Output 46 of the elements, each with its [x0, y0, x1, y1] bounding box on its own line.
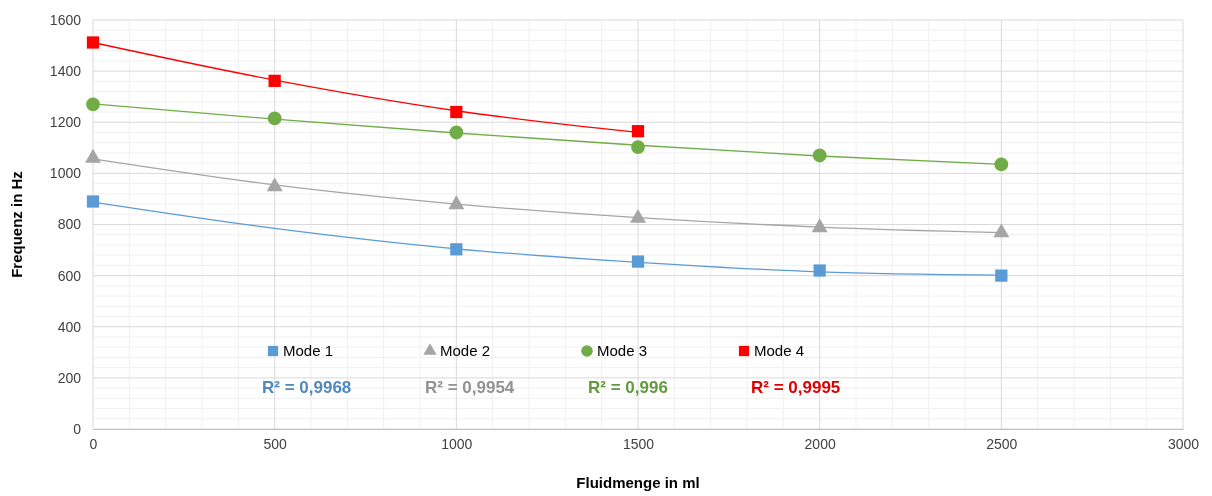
point — [266, 177, 283, 192]
point — [993, 223, 1010, 238]
y-tick-label: 1200 — [49, 114, 82, 131]
y-tick-label: 1000 — [49, 165, 82, 182]
point — [630, 208, 646, 223]
point — [631, 255, 645, 268]
point — [812, 148, 827, 163]
y-tick-label: 600 — [57, 267, 82, 284]
y-tick-label: 800 — [57, 216, 82, 233]
x-tick-label: 3000 — [1167, 435, 1200, 452]
point — [86, 195, 100, 208]
point — [631, 140, 645, 154]
y-tick-label: 1600 — [49, 11, 82, 28]
x-tick-label: 2500 — [986, 435, 1018, 452]
point — [86, 97, 100, 112]
point — [86, 36, 100, 49]
legend-label: Mode 1 — [283, 342, 334, 359]
point — [811, 218, 828, 233]
point — [631, 125, 645, 138]
annotation: R² = 0,9968 — [262, 378, 352, 397]
y-tick-label: 1400 — [49, 63, 82, 80]
x-tick-label: 1000 — [441, 435, 473, 452]
point — [450, 105, 463, 119]
point — [449, 125, 464, 140]
point — [268, 74, 281, 87]
legend-label: Mode 4 — [754, 342, 805, 359]
legend-label: Mode 2 — [440, 342, 491, 359]
y-tick-label: 200 — [57, 369, 82, 386]
point — [994, 157, 1009, 172]
y-tick-label: 0 — [73, 420, 82, 437]
annotation: R² = 0,9954 — [425, 378, 515, 397]
legend-label: Mode 3 — [597, 342, 648, 359]
x-tick-label: 500 — [263, 435, 288, 452]
x-tick-label: 0 — [89, 435, 98, 452]
x-tick-label: 1500 — [622, 435, 655, 452]
annotation: R² = 0,996 — [588, 378, 668, 397]
point — [448, 195, 465, 210]
x-tick-label: 2000 — [804, 435, 836, 452]
y-axis-title: Frequenz in Hz — [8, 171, 25, 278]
point — [450, 243, 463, 256]
point — [995, 269, 1008, 282]
y-tick-label: 400 — [57, 318, 82, 335]
annotation: R² = 0,9995 — [751, 378, 841, 397]
point — [813, 264, 826, 277]
point — [267, 111, 282, 126]
x-axis-title: Fluidmenge in ml — [576, 474, 700, 491]
